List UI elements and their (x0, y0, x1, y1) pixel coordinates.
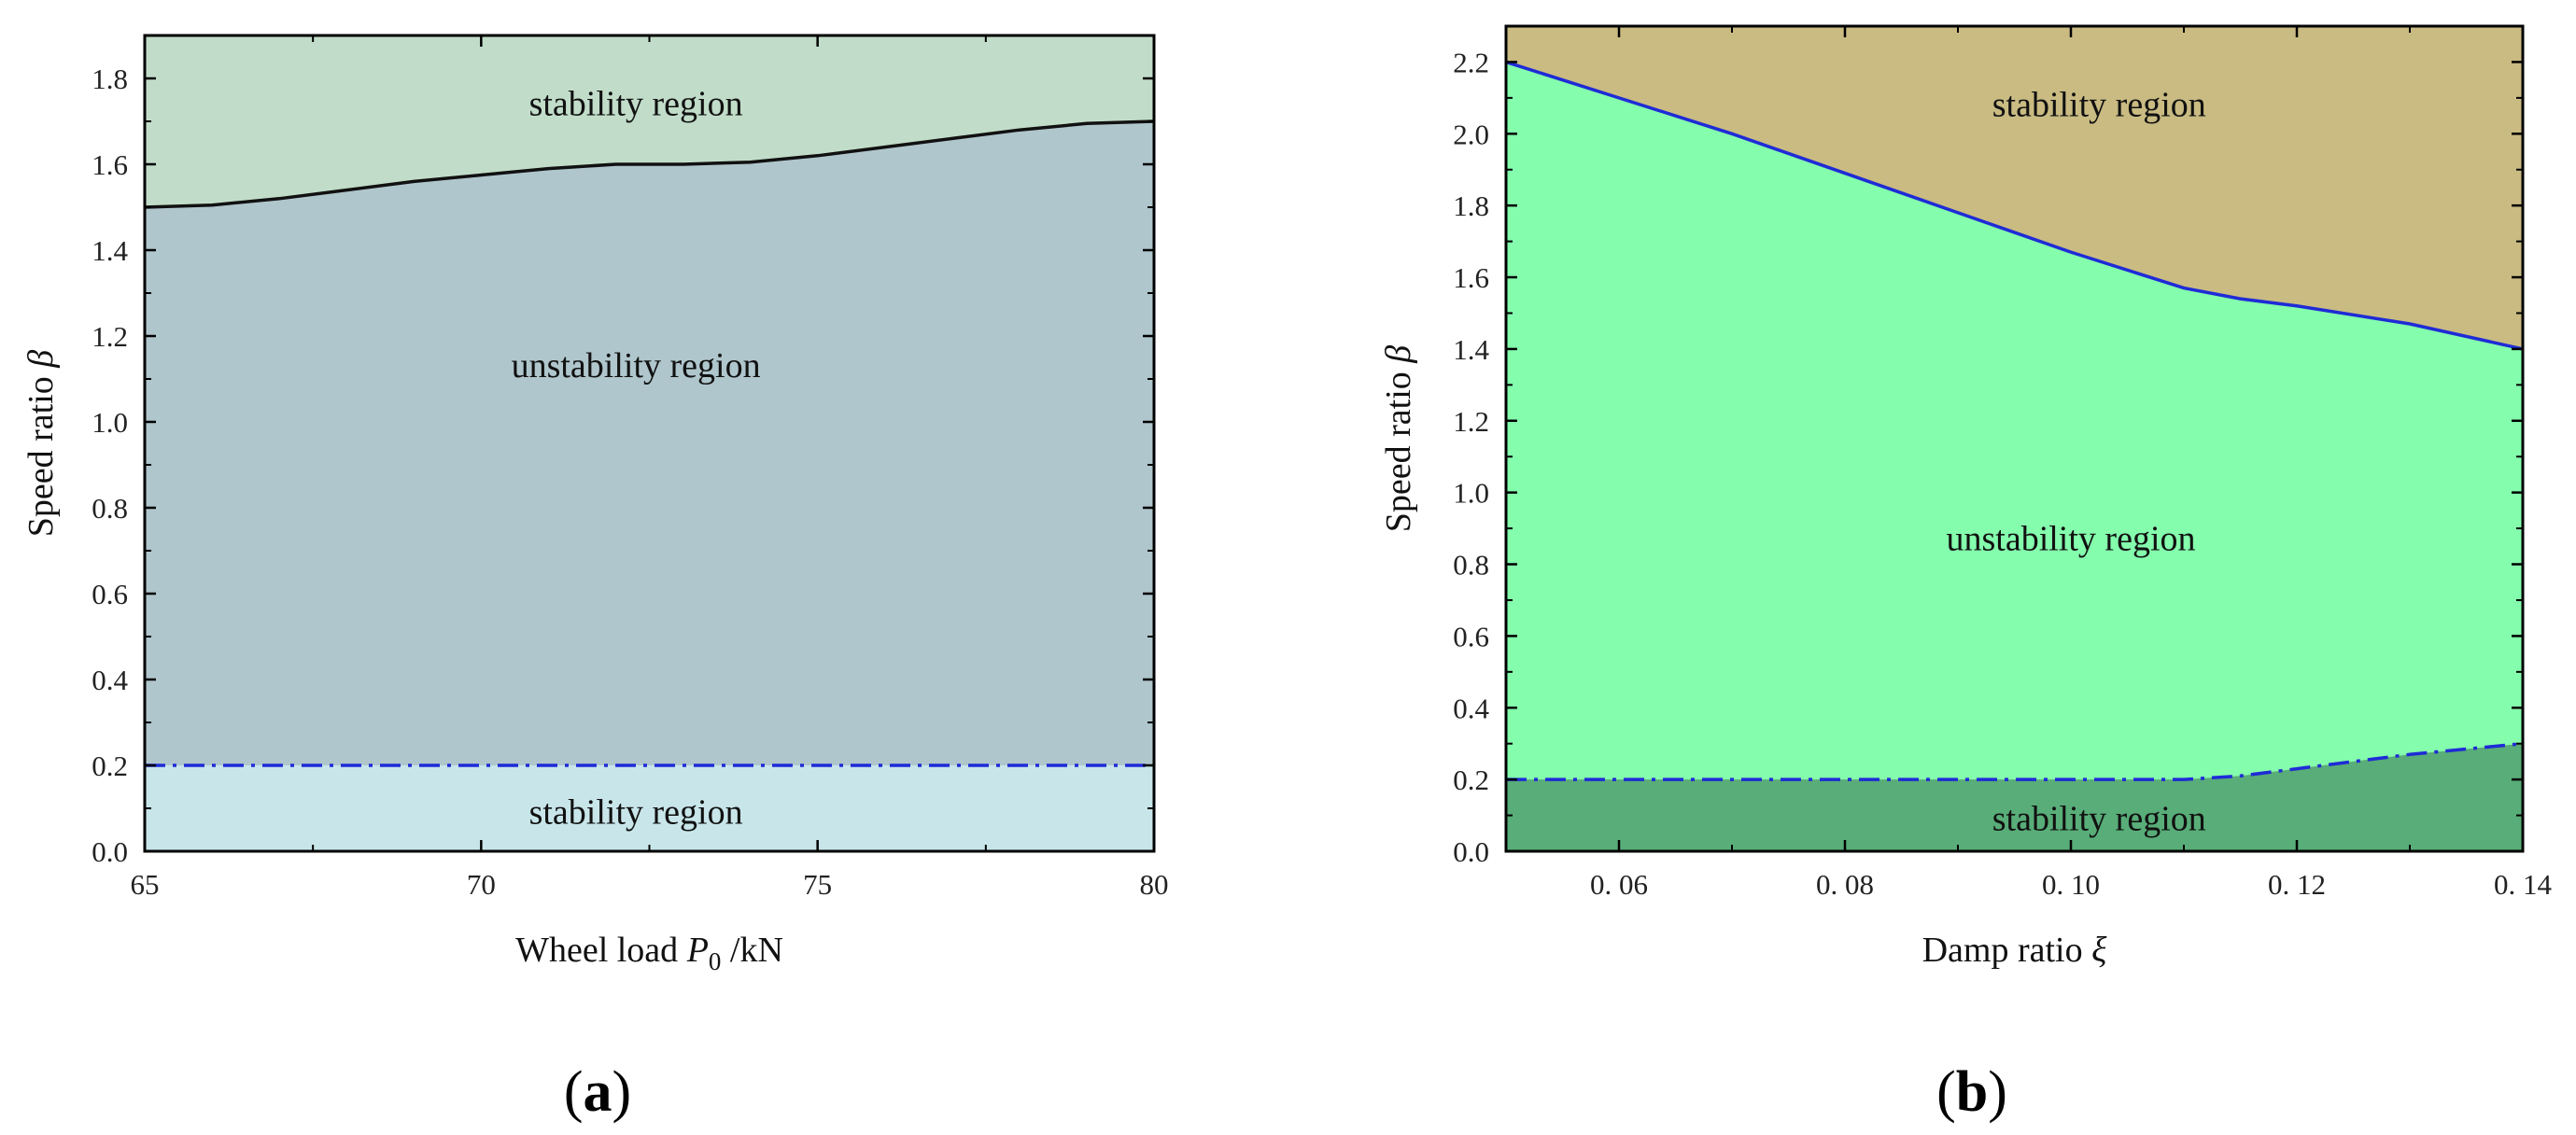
panel-label: (b) (1936, 1060, 2007, 1124)
y-axis-label: Speed ratio β (21, 350, 61, 538)
y-axis-label: Speed ratio β (1379, 345, 1418, 533)
x-tick-label: 0. 14 (2494, 868, 2553, 901)
chart-panel-a: 0.0 0.2 0.4 0.6 0.8 1.0 1.2 1.4 1.6 1.8 65 70 75 80 st… (21, 34, 1169, 1124)
region-label: stability region (1992, 86, 2206, 125)
y-tick-label: 0.0 (1453, 835, 1489, 868)
x-tick-label: 80 (1140, 868, 1169, 901)
y-tick-label: 1.8 (91, 63, 128, 95)
region-label: stability region (1992, 799, 2206, 838)
y-tick-label: 1.4 (1453, 333, 1489, 366)
unstability-region (1506, 62, 2523, 780)
x-tick-label: 75 (803, 868, 832, 901)
region-label: stability region (529, 85, 743, 124)
y-tick-label: 1.8 (1453, 189, 1489, 222)
region-label: unstability region (512, 346, 761, 385)
upper-boundary-line (1505, 60, 2524, 351)
y-tick-label: 1.4 (91, 234, 128, 267)
x-tick-label: 65 (131, 868, 160, 901)
y-tick-label: 0.8 (91, 492, 128, 525)
y-tick-label: 0.2 (91, 750, 128, 782)
chart-panel-b: 0.0 0.2 0.4 0.6 0.8 1.0 1.2 1.4 1.6 1.8 2.0 2.2 0. 0… (1379, 24, 2553, 1124)
y-tick-label: 1.2 (1453, 405, 1489, 438)
unstability-region (145, 121, 1154, 765)
region-label: unstability region (1946, 520, 2195, 559)
y-tick-label: 1.0 (1453, 477, 1489, 510)
lower-stability-region (1506, 743, 2523, 851)
y-tick-label: 0.8 (1453, 549, 1489, 582)
lower-boundary-line (1506, 741, 2524, 781)
panel-label: (a) (564, 1060, 631, 1124)
y-tick-label: 1.2 (91, 320, 128, 353)
x-axis-label: Damp ratio ξ (1922, 931, 2108, 970)
plot-frame (1504, 24, 2525, 853)
x-tick-label: 0. 06 (1590, 868, 1648, 901)
y-tick-label: 2.2 (1453, 46, 1489, 78)
y-tick-label: 1.6 (91, 148, 128, 181)
y-tick-label: 1.6 (1453, 261, 1489, 294)
x-tick-label: 70 (467, 868, 496, 901)
x-tick-label: 0. 12 (2268, 868, 2326, 901)
x-tick-label: 0. 10 (2042, 868, 2100, 901)
x-tick-label: 0. 08 (1816, 868, 1874, 901)
y-tick-label: 0.6 (1453, 620, 1489, 652)
x-axis-label: Wheel load P0 /kN (515, 931, 783, 975)
y-tick-label: 1.0 (91, 406, 128, 439)
lower-stability-region (145, 765, 1154, 851)
y-tick-label: 0.2 (1453, 764, 1489, 796)
region-label: stability region (529, 793, 743, 833)
y-tick-label: 0.4 (91, 664, 128, 696)
y-tick-label: 2.0 (1453, 118, 1489, 150)
y-tick-label: 0.4 (1453, 692, 1489, 724)
y-tick-label: 0.0 (91, 835, 128, 868)
y-tick-label: 0.6 (91, 578, 128, 610)
upper-boundary-line (144, 119, 1155, 209)
